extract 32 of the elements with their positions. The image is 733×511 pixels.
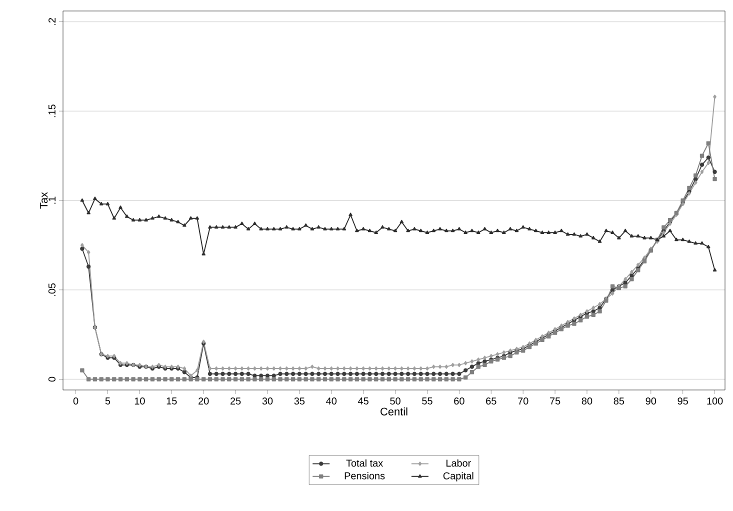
legend-label: Total tax: [346, 459, 383, 467]
x-tick-label: 80: [582, 398, 592, 405]
x-tick-label: 90: [646, 398, 656, 405]
x-tick-label: 95: [678, 398, 688, 405]
legend-label: Pensions: [344, 472, 385, 480]
x-tick-label: 70: [518, 398, 528, 405]
x-tick-label: 30: [262, 398, 273, 405]
x-tick-label: 50: [390, 398, 400, 405]
x-tick-label: 5: [105, 398, 110, 404]
y-tick-label: .2: [48, 18, 56, 25]
x-tick-label: 65: [486, 398, 496, 405]
x-tick-label: 55: [422, 398, 432, 404]
x-tick-label: 40: [326, 398, 337, 405]
y-tick-label: .15: [48, 104, 56, 118]
x-tick-label: 15: [166, 398, 177, 404]
x-tick-label: 35: [294, 398, 305, 405]
x-tick-label: 75: [550, 398, 560, 404]
y-axis-title: Tax: [40, 192, 48, 209]
y-tick-label: 0: [48, 376, 56, 382]
x-axis-title: Centil: [380, 407, 408, 416]
x-tick-label: 45: [358, 398, 368, 404]
x-tick-label: 85: [614, 398, 624, 405]
x-tick-label: 20: [198, 398, 209, 405]
legend-label: Capital: [443, 472, 474, 482]
legend-label: Labor: [446, 459, 471, 467]
x-tick-label: 25: [230, 398, 241, 405]
x-tick-label: 60: [454, 398, 464, 405]
x-tick-label: 10: [134, 398, 145, 405]
y-tick-label: .1: [48, 196, 56, 204]
y-tick-label: .05: [48, 283, 56, 296]
x-tick-label: 100: [707, 398, 723, 405]
x-tick-label: 0: [73, 398, 78, 405]
